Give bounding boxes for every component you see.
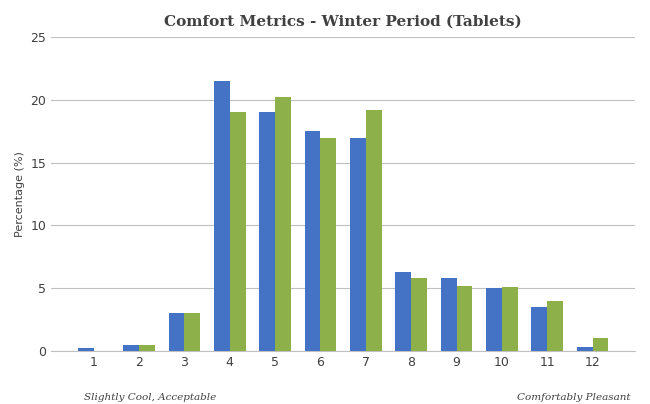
Title: Comfort Metrics - Winter Period (Tablets): Comfort Metrics - Winter Period (Tablets… [164, 15, 522, 29]
Bar [593, 339, 608, 351]
Text: Slightly Cool, Acceptable: Slightly Cool, Acceptable [84, 393, 216, 402]
Bar [320, 137, 336, 351]
Y-axis label: Percentage (%): Percentage (%) [15, 151, 25, 237]
Bar [305, 131, 320, 351]
Bar [577, 347, 593, 351]
Bar [531, 307, 547, 351]
Bar [502, 287, 518, 351]
Bar [229, 112, 246, 351]
Bar [168, 313, 185, 351]
Bar [259, 112, 275, 351]
Bar [78, 348, 94, 351]
Bar [350, 137, 366, 351]
Bar [185, 313, 200, 351]
Bar [547, 301, 563, 351]
Bar [124, 345, 139, 351]
Bar [486, 288, 502, 351]
Bar [411, 278, 427, 351]
Bar [139, 345, 155, 351]
Bar [214, 81, 229, 351]
Bar [395, 272, 411, 351]
Bar [275, 97, 291, 351]
Text: Comfortably Pleasant: Comfortably Pleasant [517, 393, 630, 402]
Bar [366, 110, 382, 351]
Bar [456, 286, 473, 351]
Bar [441, 278, 456, 351]
